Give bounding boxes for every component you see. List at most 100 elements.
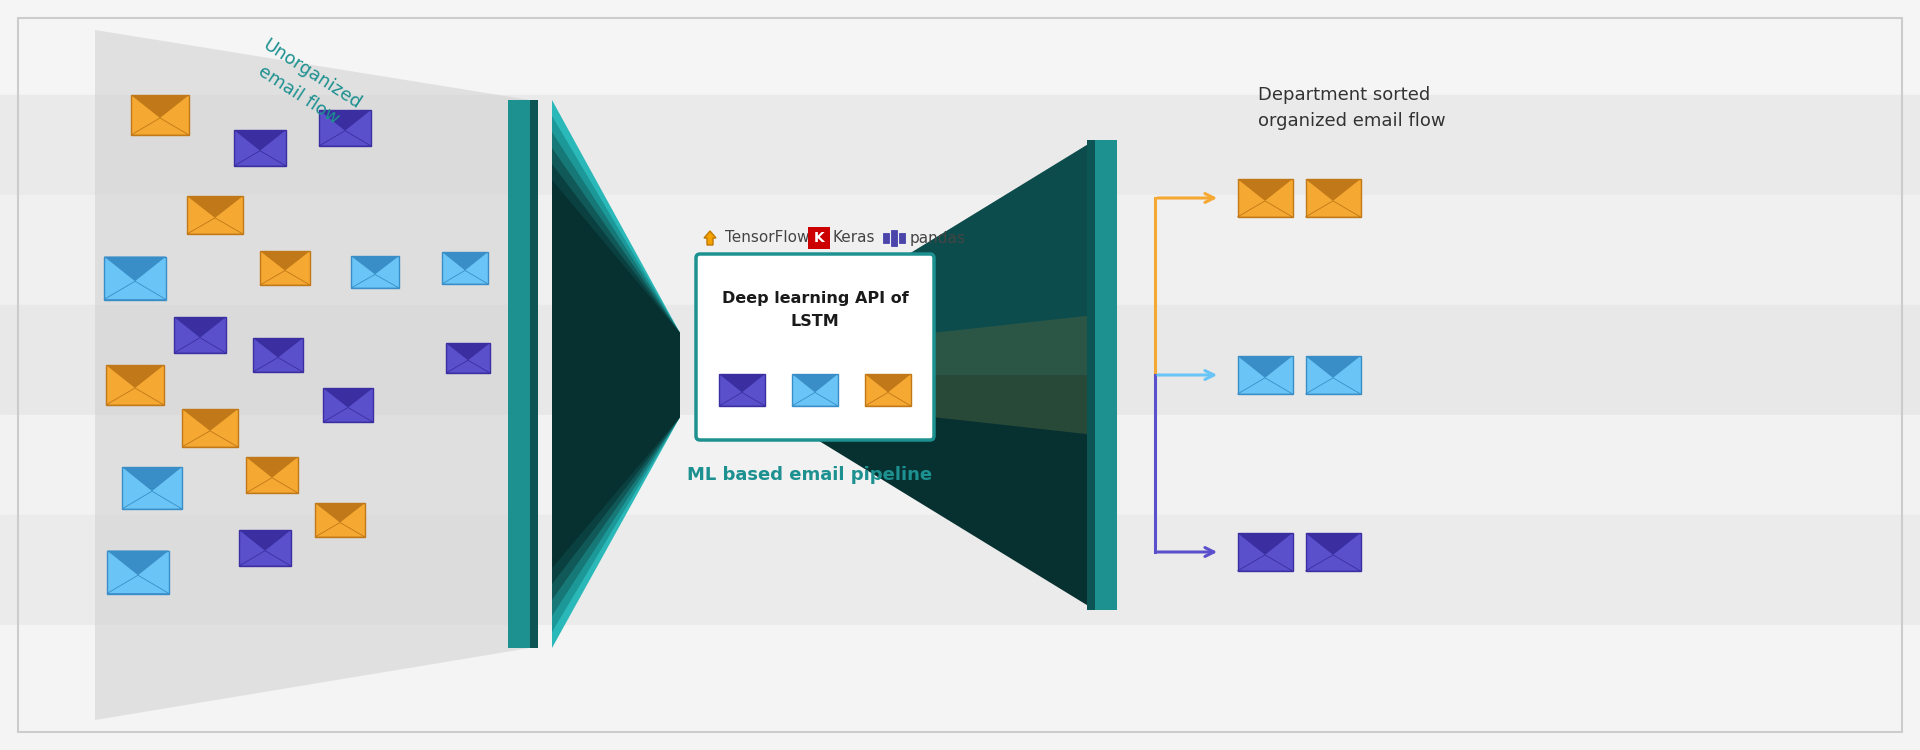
Polygon shape	[1238, 356, 1292, 378]
Polygon shape	[323, 407, 372, 422]
Bar	[0, 415, 1920, 515]
Bar	[1087, 140, 1094, 610]
Polygon shape	[1306, 555, 1361, 571]
FancyBboxPatch shape	[695, 254, 933, 440]
Polygon shape	[234, 151, 286, 166]
Polygon shape	[553, 148, 680, 600]
Bar	[891, 230, 897, 246]
Bar	[530, 100, 538, 648]
Bar	[123, 467, 182, 509]
Polygon shape	[253, 338, 303, 358]
Bar	[1238, 356, 1292, 394]
Polygon shape	[1306, 179, 1361, 201]
Polygon shape	[445, 343, 490, 360]
Polygon shape	[866, 392, 910, 406]
Bar	[259, 251, 309, 285]
Bar	[182, 409, 238, 447]
Polygon shape	[315, 503, 365, 523]
Polygon shape	[351, 256, 399, 274]
Polygon shape	[238, 530, 292, 550]
Polygon shape	[234, 130, 286, 151]
Polygon shape	[123, 467, 182, 491]
Polygon shape	[553, 132, 680, 616]
Polygon shape	[553, 116, 680, 632]
Polygon shape	[131, 95, 188, 118]
Bar	[1306, 179, 1361, 217]
Polygon shape	[182, 430, 238, 447]
Polygon shape	[108, 550, 169, 575]
Polygon shape	[1238, 555, 1292, 571]
Polygon shape	[780, 140, 1094, 375]
Polygon shape	[718, 392, 764, 406]
Polygon shape	[780, 140, 1094, 610]
Polygon shape	[94, 30, 530, 720]
Polygon shape	[246, 478, 298, 493]
Polygon shape	[106, 365, 163, 388]
Text: K: K	[814, 231, 824, 245]
Polygon shape	[319, 130, 371, 146]
Text: Department sorted
organized email flow: Department sorted organized email flow	[1258, 86, 1446, 130]
Bar	[0, 305, 1920, 415]
Polygon shape	[1238, 179, 1292, 201]
Bar	[1306, 356, 1361, 394]
Text: Deep learning API of
LSTM: Deep learning API of LSTM	[722, 292, 908, 328]
Polygon shape	[315, 523, 365, 537]
Bar	[866, 374, 910, 406]
Bar	[445, 343, 490, 373]
Polygon shape	[1306, 201, 1361, 217]
Bar	[1238, 179, 1292, 217]
Polygon shape	[106, 388, 163, 405]
Bar	[315, 503, 365, 537]
Bar	[1094, 140, 1117, 610]
Bar	[238, 530, 292, 566]
Polygon shape	[323, 388, 372, 407]
Polygon shape	[186, 217, 244, 234]
Polygon shape	[780, 188, 1094, 562]
Polygon shape	[259, 251, 309, 271]
Bar	[0, 625, 1920, 750]
Polygon shape	[553, 180, 680, 568]
Polygon shape	[780, 156, 1094, 594]
Bar	[104, 256, 165, 299]
Polygon shape	[175, 338, 227, 353]
Polygon shape	[253, 358, 303, 372]
Polygon shape	[104, 256, 165, 281]
Polygon shape	[780, 315, 1094, 435]
Polygon shape	[259, 271, 309, 285]
Bar	[442, 252, 488, 284]
Polygon shape	[351, 274, 399, 288]
Polygon shape	[780, 204, 1094, 546]
Polygon shape	[791, 374, 837, 392]
Text: Unorganized
email flow: Unorganized email flow	[246, 36, 365, 134]
Polygon shape	[1238, 201, 1292, 217]
Polygon shape	[131, 118, 188, 135]
Bar	[1306, 533, 1361, 571]
Polygon shape	[238, 550, 292, 566]
Polygon shape	[780, 220, 1094, 530]
Text: TensorFlow: TensorFlow	[726, 230, 810, 245]
Polygon shape	[553, 164, 680, 584]
Polygon shape	[1306, 533, 1361, 555]
Bar	[323, 388, 372, 422]
Bar	[718, 374, 764, 406]
Bar	[899, 233, 904, 243]
Bar	[175, 317, 227, 353]
Bar	[808, 227, 829, 249]
Text: pandas: pandas	[910, 230, 966, 245]
Bar	[186, 196, 244, 234]
Bar	[1238, 533, 1292, 571]
Polygon shape	[791, 392, 837, 406]
Bar	[108, 550, 169, 593]
Bar	[234, 130, 286, 166]
Polygon shape	[442, 271, 488, 284]
Bar	[0, 0, 1920, 95]
Bar	[0, 95, 1920, 195]
FancyArrow shape	[705, 231, 716, 245]
Bar	[253, 338, 303, 372]
Polygon shape	[175, 317, 227, 338]
Bar	[131, 95, 188, 135]
Polygon shape	[246, 457, 298, 478]
Text: Keras: Keras	[833, 230, 876, 245]
Polygon shape	[182, 409, 238, 430]
Bar	[509, 100, 530, 648]
